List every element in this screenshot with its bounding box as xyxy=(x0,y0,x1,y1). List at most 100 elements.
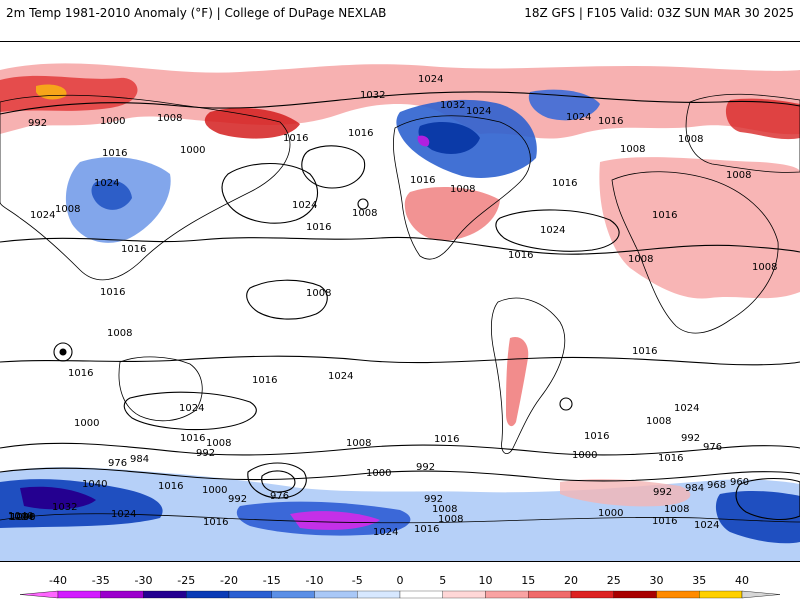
isobar-closed-pacific xyxy=(357,198,369,210)
anomaly-shading xyxy=(0,63,800,561)
shade-europe-warm xyxy=(725,98,800,140)
isobar-label: 992 xyxy=(196,448,215,459)
shade-southern-warm xyxy=(560,479,691,507)
isobar-label: 1024 xyxy=(694,520,719,531)
colorbar-tick-label: 15 xyxy=(521,574,535,587)
isobar-label: 984 xyxy=(130,454,149,465)
isobar-label: 1032 xyxy=(440,100,465,111)
colorbar-bin xyxy=(357,590,401,599)
isobar-label: 1016 xyxy=(348,128,373,139)
isobar-960-low xyxy=(735,477,800,521)
isobar-1024-pacific-high xyxy=(221,162,319,224)
isobar-label: 1032 xyxy=(360,90,385,101)
colorbar-min-arrow xyxy=(19,590,59,599)
isobar-992-southern xyxy=(0,467,800,482)
isobar-label: 1016 xyxy=(121,244,146,255)
shade-north-warm xyxy=(0,63,800,139)
isobar-1024-arctic xyxy=(0,91,800,115)
isobar-label: 1024 xyxy=(674,403,699,414)
isobar-label: 976 xyxy=(703,442,722,453)
isobar-label: 1008 xyxy=(450,184,475,195)
isobar-label: 1016 xyxy=(68,368,93,379)
anomaly-map: 992 1000 1024 1032 1008 1016 1000 1016 1… xyxy=(0,42,800,561)
colorbar-max-arrow xyxy=(741,590,781,599)
isobar-label: 1008 xyxy=(678,134,703,145)
colorbar-tick-label: 20 xyxy=(564,574,578,587)
isobar-1008-aleutian xyxy=(301,145,366,189)
isobar-label: 1016 xyxy=(658,453,683,464)
isobar-label: 1000 xyxy=(74,418,99,429)
isobar-label: 1016 xyxy=(100,287,125,298)
isobar-label: 1016 xyxy=(598,116,623,127)
colorbar-tick-label: 40 xyxy=(735,574,749,587)
colorbar-tick-label: -5 xyxy=(352,574,363,587)
isobar-label: 976 xyxy=(108,458,127,469)
isobar-label: 1000 xyxy=(598,508,623,519)
shade-usa-warm xyxy=(404,186,500,241)
isobar-low-center xyxy=(59,348,67,356)
shade-africa-warm xyxy=(599,157,800,299)
shade-asia-core xyxy=(91,179,132,210)
isobar-1008-southern xyxy=(0,442,800,456)
isobar-label: 1024 xyxy=(328,371,353,382)
isobar-label: 1024 xyxy=(111,509,136,520)
isobar-1024-south-indian xyxy=(123,391,257,431)
colorbar-tick-label: 10 xyxy=(479,574,493,587)
africa-outline xyxy=(611,171,779,334)
isobar-label: 1024 xyxy=(94,178,119,189)
colorbar-tick-labels: -40 -35 -30 -25 -20 -15 -10 -5 0 5 10 15 20 25 30 35 40 xyxy=(49,574,749,587)
colorbar-bin xyxy=(442,590,486,599)
colorbar-tick-label: -25 xyxy=(177,574,195,587)
isobar-1008-pacific xyxy=(246,279,328,320)
colorbar-bin xyxy=(143,590,187,599)
isobar-label: 1016 xyxy=(180,433,205,444)
colorbar-bin xyxy=(613,590,657,599)
isobar-label: 1000 xyxy=(10,512,35,523)
isobar-label: 1016 xyxy=(283,133,308,144)
colorbar-tick-label: -10 xyxy=(306,574,324,587)
isobar-label: 1024 xyxy=(292,200,317,211)
north-america-outline xyxy=(393,115,531,260)
australia-outline xyxy=(118,356,203,422)
map-title: 2m Temp 1981-2010 Anomaly (°F) | College… xyxy=(6,6,387,20)
isobar-label: 1016 xyxy=(652,210,677,221)
shade-canada-extreme xyxy=(417,135,430,147)
colorbar-tick-label: 25 xyxy=(607,574,621,587)
isobar-label: 1024 xyxy=(540,225,565,236)
isobar-label: 1024 xyxy=(373,527,398,538)
isobar-label: 1016 xyxy=(252,375,277,386)
south-america-outline xyxy=(490,297,566,454)
colorbar-tick-label: -40 xyxy=(49,574,67,587)
isobar-label: 1016 xyxy=(102,148,127,159)
isobar-label: 992 xyxy=(681,433,700,444)
colorbar-tick-label: -35 xyxy=(92,574,110,587)
isobar-label: 968 xyxy=(707,480,726,491)
colorbar-tick-label: 0 xyxy=(397,574,404,587)
coastlines xyxy=(0,93,800,524)
isobar-label: 1008 xyxy=(664,504,689,515)
isobar-label: 1016 xyxy=(306,222,331,233)
isobar-label: 992 xyxy=(653,487,672,498)
shade-antarctic-extreme xyxy=(290,511,380,530)
isobar-label: 1016 xyxy=(414,524,439,535)
isobar-label: 1048 xyxy=(10,512,35,523)
isobar-1016-north xyxy=(0,236,800,255)
isobar-968-low xyxy=(261,470,296,493)
isobar-label: 1024 xyxy=(466,106,491,117)
isobar-labels: 992 1000 1024 1032 1008 1016 1000 1016 1… xyxy=(8,74,777,538)
isobar-label: 1040 xyxy=(8,511,33,522)
colorbar-svg: -40 -35 -30 -25 -20 -15 -10 -5 0 5 10 15 20 25 30 35 40 xyxy=(19,574,781,599)
isobar-label: 1008 xyxy=(55,204,80,215)
colorbar-bin xyxy=(228,590,272,599)
map-panel: 992 1000 1024 1032 1008 1016 1000 1016 1… xyxy=(0,41,800,562)
valid-time-title: 18Z GFS | F105 Valid: 03Z SUN MAR 30 202… xyxy=(524,6,794,20)
isobar-label: 1016 xyxy=(552,178,577,189)
isobar-1016-south xyxy=(0,355,800,366)
asia-outline xyxy=(0,94,291,281)
isobar-label: 1008 xyxy=(107,328,132,339)
isobar-label: 992 xyxy=(28,118,47,129)
colorbar-tick-label: -20 xyxy=(220,574,238,587)
colorbar-bin xyxy=(485,590,529,599)
isobar-label: 976 xyxy=(270,491,289,502)
isobar-label: 1008 xyxy=(206,438,231,449)
